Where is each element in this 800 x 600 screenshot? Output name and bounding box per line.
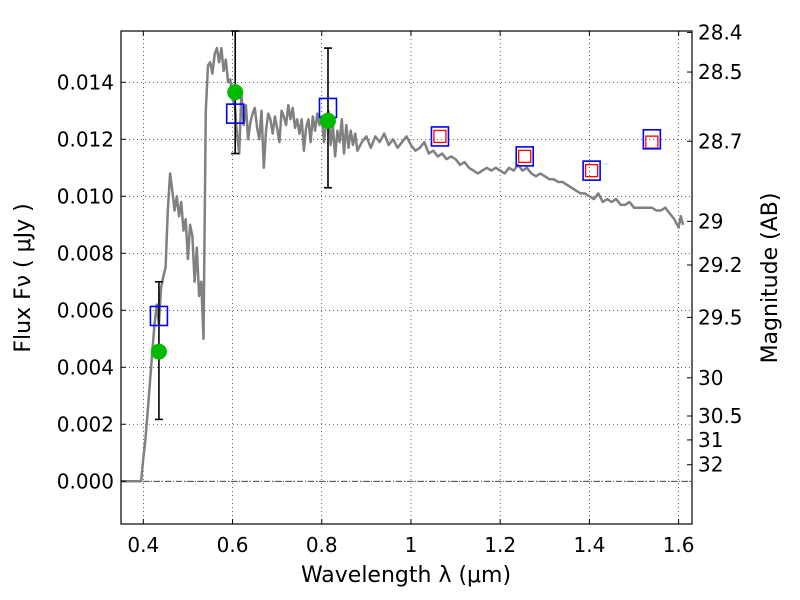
right-tick-label: 28.5 (698, 60, 743, 84)
y-tick-label: 0.010 (57, 184, 114, 208)
x-tick-labels: 0.4 0.6 0.8 1 1.2 1.4 1.6 (127, 533, 694, 557)
right-tick-label: 28.4 (698, 20, 743, 44)
tick-marks (121, 31, 692, 524)
y-axis-label: Flux Fν ( μJy ) (11, 203, 36, 352)
predicted-flux-marker (518, 149, 532, 164)
predicted-flux-marker (645, 135, 659, 149)
x-axis-label: Wavelength λ (μm) (301, 563, 511, 588)
detection-point (227, 84, 244, 101)
detection-point (319, 112, 336, 129)
x-tick-label: 1.4 (573, 533, 605, 557)
observed-flux-marker (642, 128, 662, 150)
x-tick-label: 1 (405, 533, 418, 557)
errorbar-layer (154, 30, 332, 421)
y-tick-label: 0.008 (57, 241, 114, 265)
x-tick-label: 1.6 (663, 533, 695, 557)
y-tick-label: 0.014 (57, 70, 114, 94)
y-tick-label: 0.006 (57, 298, 114, 322)
detection-point (150, 343, 167, 360)
x-tick-label: 0.8 (306, 533, 338, 557)
y-tick-label: 0.002 (57, 412, 114, 436)
predicted-flux-marker (584, 163, 599, 178)
y-tick-label: 0.000 (57, 469, 114, 493)
observed-flux-marker (225, 103, 245, 124)
x-tick-label: 1.2 (484, 533, 516, 557)
right-tick-label: 30 (698, 366, 723, 390)
plot-frame (120, 30, 693, 525)
x-tick-label: 0.4 (127, 533, 159, 557)
right-axis-label: Magnitude (AB) (758, 193, 783, 364)
marker-layer (149, 84, 662, 360)
predicted-flux-marker (433, 129, 447, 144)
observed-flux-marker (430, 126, 450, 147)
right-tick-label: 28.7 (698, 129, 743, 153)
y-tick-label: 0.004 (57, 355, 114, 379)
observed-flux-marker (582, 160, 601, 181)
model-spectrum-line (121, 46, 685, 483)
model-spectrum-layer (121, 46, 685, 483)
observed-flux-marker (515, 146, 535, 167)
right-tick-label: 30.5 (698, 404, 743, 428)
right-tick-label: 29.5 (698, 305, 743, 329)
y-tick-labels: 0.000 0.002 0.004 0.006 0.008 0.010 0.012 0.014 (57, 70, 114, 493)
right-tick-label: 31 (698, 428, 723, 452)
right-tick-label: 29 (698, 209, 723, 233)
y-tick-label: 0.012 (57, 127, 114, 151)
x-tick-label: 0.6 (217, 533, 249, 557)
right-tick-label: 32 (698, 453, 723, 477)
observed-flux-marker (149, 305, 169, 327)
right-tick-label: 29.2 (698, 253, 743, 277)
